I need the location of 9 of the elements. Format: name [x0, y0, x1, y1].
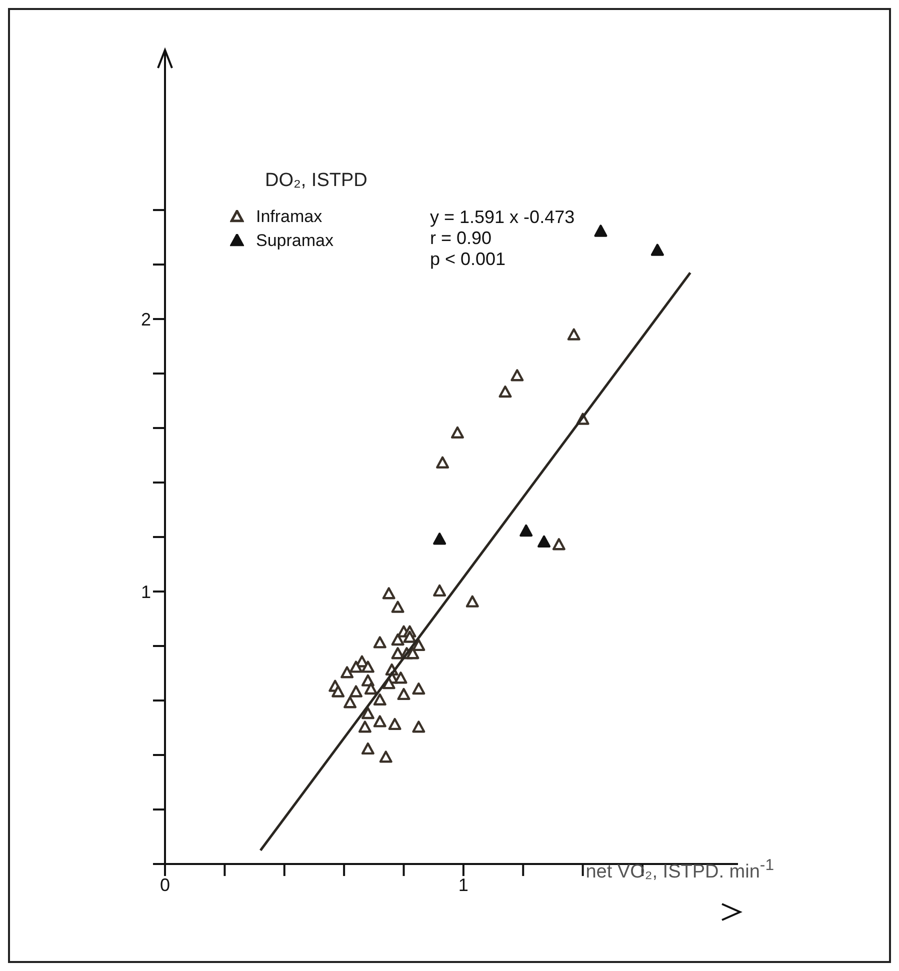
annotation: r = 0.90	[430, 228, 493, 249]
annotation: y = 1.591 x -0.473	[430, 207, 575, 228]
x-axis-title: net VO₂, ISTPD. min$^{-1}$	[586, 857, 774, 884]
annotation: p < 0.001	[430, 249, 507, 270]
x-tick-label: 0	[160, 874, 170, 895]
legend-label: Supramax	[256, 230, 334, 252]
y-axis-title: DO₂, ISTPD	[265, 170, 368, 192]
y-tick-label: 2	[140, 309, 151, 330]
legend-label: Inframax	[256, 206, 322, 228]
